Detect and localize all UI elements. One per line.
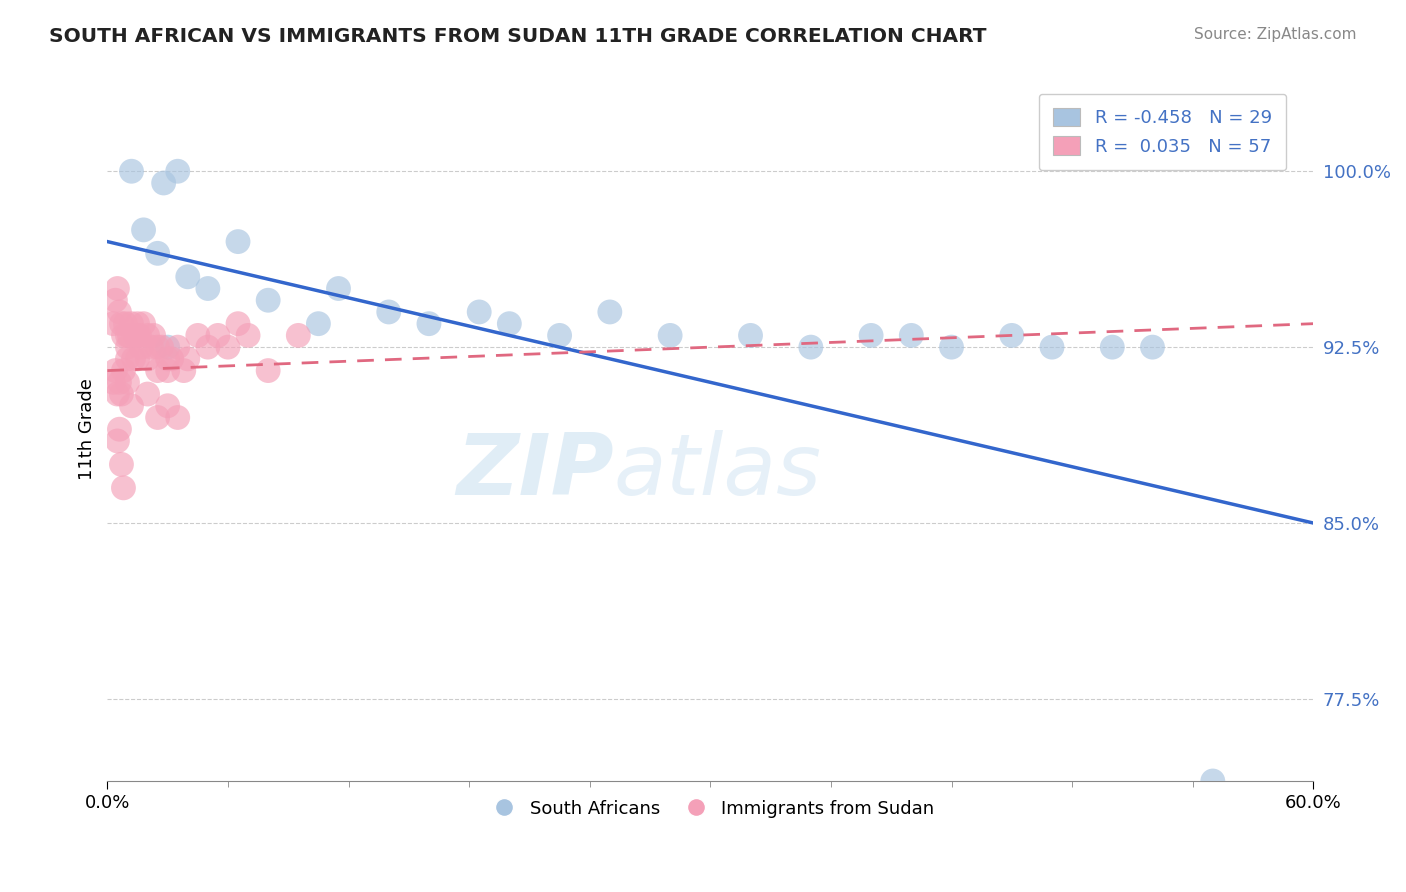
Point (900, 328, 922, 343)
Point (107, 434, 129, 448)
Point (1142, 340, 1164, 354)
Point (132, 223, 155, 237)
Point (156, 399, 179, 413)
Point (187, 328, 209, 343)
Point (104, 363, 127, 377)
Point (197, 281, 219, 295)
Y-axis label: 11th Grade: 11th Grade (79, 378, 96, 480)
Point (166, 164, 188, 178)
Point (103, 317, 125, 331)
Point (146, 363, 169, 377)
Point (146, 340, 169, 354)
Point (197, 340, 219, 354)
Point (112, 481, 135, 495)
Point (1202, 774, 1225, 789)
Point (121, 399, 143, 413)
Point (207, 328, 229, 343)
Point (122, 351, 145, 366)
Point (217, 340, 239, 354)
Point (599, 305, 621, 319)
Point (548, 328, 571, 343)
Point (941, 340, 963, 354)
Point (468, 305, 491, 319)
Point (110, 387, 132, 401)
Point (236, 328, 259, 343)
Point (150, 340, 173, 354)
Point (1101, 340, 1123, 354)
Point (156, 363, 179, 377)
Point (1001, 328, 1024, 343)
Point (117, 328, 139, 343)
Point (740, 328, 762, 343)
Point (112, 363, 135, 377)
Point (287, 328, 309, 343)
Point (257, 293, 280, 308)
Point (128, 328, 150, 343)
Point (141, 340, 163, 354)
Point (328, 281, 350, 295)
Point (108, 376, 131, 390)
Point (173, 363, 195, 377)
Point (860, 328, 883, 343)
Text: ZIP: ZIP (456, 430, 614, 513)
Point (108, 422, 131, 436)
Point (257, 363, 280, 377)
Point (307, 317, 329, 331)
Point (156, 340, 179, 354)
Point (136, 387, 159, 401)
Point (1040, 340, 1063, 354)
Point (418, 317, 440, 331)
Point (800, 340, 823, 354)
Point (177, 351, 200, 366)
Point (160, 351, 183, 366)
Point (146, 410, 169, 425)
Point (121, 317, 143, 331)
Point (107, 387, 129, 401)
Point (142, 328, 165, 343)
Point (127, 328, 149, 343)
Point (117, 351, 139, 366)
Point (117, 340, 139, 354)
Point (156, 351, 179, 366)
Point (498, 317, 520, 331)
Point (131, 340, 153, 354)
Point (118, 328, 141, 343)
Point (110, 458, 132, 472)
Point (107, 281, 129, 295)
Point (136, 351, 159, 366)
Point (377, 305, 399, 319)
Point (127, 351, 149, 366)
Point (166, 340, 188, 354)
Point (104, 293, 127, 308)
Point (112, 328, 135, 343)
Point (117, 376, 139, 390)
Point (124, 328, 146, 343)
Point (177, 269, 200, 284)
Point (152, 176, 174, 190)
Point (108, 305, 131, 319)
Point (136, 328, 159, 343)
Point (659, 328, 682, 343)
Point (146, 246, 169, 260)
Point (226, 317, 249, 331)
Text: Source: ZipAtlas.com: Source: ZipAtlas.com (1194, 27, 1357, 42)
Point (103, 376, 125, 390)
Point (166, 410, 188, 425)
Text: SOUTH AFRICAN VS IMMIGRANTS FROM SUDAN 11TH GRADE CORRELATION CHART: SOUTH AFRICAN VS IMMIGRANTS FROM SUDAN 1… (49, 27, 987, 45)
Text: atlas: atlas (614, 430, 823, 513)
Point (127, 317, 149, 331)
Legend: South Africans, Immigrants from Sudan: South Africans, Immigrants from Sudan (479, 792, 942, 825)
Point (121, 164, 143, 178)
Point (132, 317, 155, 331)
Point (226, 235, 249, 249)
Point (114, 317, 136, 331)
Point (110, 317, 132, 331)
